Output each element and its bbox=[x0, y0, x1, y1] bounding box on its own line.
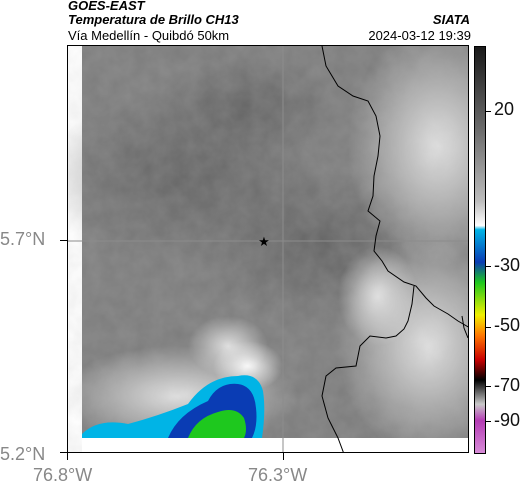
latitude-tick bbox=[60, 452, 67, 453]
department-boundary bbox=[321, 46, 468, 328]
colorbar-gradient bbox=[475, 47, 485, 453]
star-icon: ★ bbox=[258, 235, 270, 250]
datetime-label: 2024-03-12 19:39 bbox=[368, 28, 471, 43]
colorbar-label-20: 20 bbox=[494, 99, 515, 119]
product-title: Temperatura de Brillo CH13 bbox=[68, 12, 239, 27]
colorbar-tick bbox=[486, 386, 491, 387]
colorbar-tick bbox=[486, 111, 491, 112]
colorbar-label-minus70: -70 bbox=[494, 375, 521, 395]
satellite-title: GOES-EAST bbox=[68, 0, 145, 13]
colorbar bbox=[474, 46, 486, 454]
department-boundary-south bbox=[321, 285, 415, 452]
longitude-tick bbox=[283, 453, 284, 460]
colorbar-tick bbox=[486, 266, 491, 267]
longitude-label-76-3: 76.3°W bbox=[248, 465, 308, 485]
latitude-label-5-7: 5.7°N bbox=[0, 229, 46, 249]
route-subtitle: Vía Medellín - Quibdó 50km bbox=[68, 28, 230, 43]
colorbar-tick bbox=[486, 421, 491, 422]
agency-label: SIATA bbox=[432, 12, 470, 27]
brightness-temperature-map: ★ bbox=[68, 46, 468, 452]
colorbar-label-minus50: -50 bbox=[494, 315, 521, 335]
cold-cloud-green bbox=[188, 410, 246, 438]
colorbar-tick bbox=[486, 327, 491, 328]
colorbar-label-minus90: -90 bbox=[494, 410, 521, 430]
longitude-tick bbox=[67, 453, 68, 460]
longitude-label-76-8: 76.8°W bbox=[33, 465, 93, 485]
map-panel: ★ bbox=[67, 45, 469, 453]
latitude-tick bbox=[60, 240, 67, 241]
colorbar-label-minus30: -30 bbox=[494, 255, 521, 275]
latitude-label-5-2: 5.2°N bbox=[0, 444, 46, 464]
